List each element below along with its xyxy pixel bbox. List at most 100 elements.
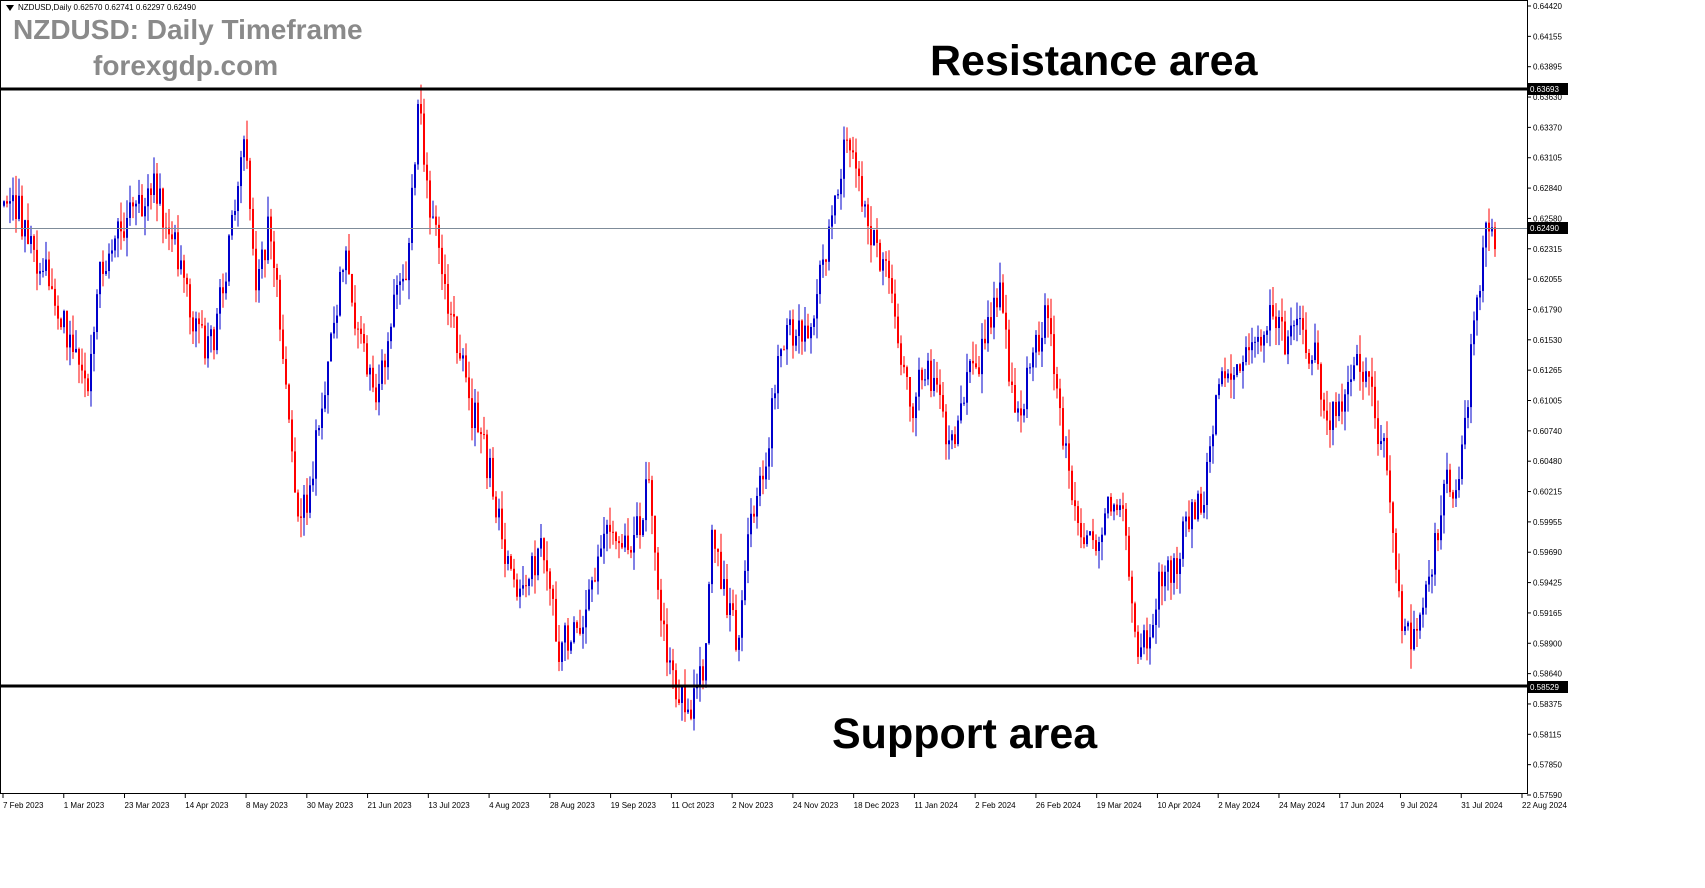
candle-body xyxy=(375,387,377,403)
candle-body xyxy=(513,568,515,580)
candle-body xyxy=(1260,336,1262,346)
candle-body xyxy=(342,270,344,272)
candle-body xyxy=(978,367,980,375)
candle-body xyxy=(822,259,824,265)
candle-body xyxy=(42,270,44,272)
candle-body xyxy=(1083,537,1085,545)
candle-body xyxy=(231,214,233,236)
candle-body xyxy=(1308,352,1310,364)
candle-body xyxy=(747,534,749,571)
candle-body xyxy=(177,232,179,270)
chart-subtitle: forexgdp.com xyxy=(93,50,279,81)
candle-body xyxy=(1140,647,1142,657)
candle-body xyxy=(750,513,752,535)
candle-body xyxy=(1257,336,1259,342)
candle-body xyxy=(1080,523,1082,538)
candle-body xyxy=(948,440,950,445)
candle-body xyxy=(864,204,866,207)
candle-body xyxy=(219,287,221,314)
candle-body xyxy=(45,259,47,271)
price-axis: 0.64420 0.64155 0.63895 0.63630 0.63370 0.631… xyxy=(1527,2,1562,800)
candle-body xyxy=(567,625,569,651)
candle-body xyxy=(1221,371,1223,385)
candle-body xyxy=(390,326,392,342)
candle-body xyxy=(1101,534,1103,543)
candle-body xyxy=(1323,399,1325,411)
candle-body xyxy=(1461,444,1463,480)
candle-body xyxy=(666,624,668,663)
candle-body xyxy=(792,319,794,346)
candle-body xyxy=(120,221,122,232)
candle-body xyxy=(873,229,875,246)
candle-body xyxy=(942,395,944,412)
candle-body xyxy=(816,294,818,319)
candle-body xyxy=(282,329,284,359)
candle-body xyxy=(1290,325,1292,337)
candle-body xyxy=(627,535,629,550)
candle-body xyxy=(141,194,143,217)
candle-body xyxy=(1122,505,1124,509)
candle-body xyxy=(615,532,617,542)
candle-body xyxy=(777,356,779,394)
candle-body xyxy=(780,349,782,357)
candle-body xyxy=(1380,441,1382,445)
candle-body xyxy=(1464,417,1466,445)
time-axis: 7 Feb 2023 1 Mar 2023 23 Mar 2023 14 Apr 20… xyxy=(2,794,1567,810)
support-annotation: Support area xyxy=(832,710,1098,758)
candle-body xyxy=(27,220,29,244)
symbol-dropdown-icon[interactable] xyxy=(6,5,14,11)
candle-body xyxy=(996,297,998,308)
time-tick-label: 24 May 2024 xyxy=(1279,801,1326,810)
time-tick-label: 21 Jun 2023 xyxy=(368,801,413,810)
candle-body xyxy=(318,427,320,431)
candle-body xyxy=(267,216,269,261)
candle-body xyxy=(1131,576,1133,604)
candle-body xyxy=(1014,384,1016,413)
candle-body xyxy=(30,236,32,244)
candle-body xyxy=(804,325,806,342)
candle-body xyxy=(1470,344,1472,408)
candle-body xyxy=(1329,420,1331,430)
candle-body xyxy=(612,531,614,533)
candle-body xyxy=(828,226,830,262)
candle-body xyxy=(87,378,89,392)
candle-body xyxy=(690,709,692,719)
time-tick-label: 2 Nov 2023 xyxy=(732,801,773,810)
candle-body xyxy=(108,253,110,272)
candle-body xyxy=(744,570,746,601)
candle-body xyxy=(1191,502,1193,530)
candle-body xyxy=(501,508,503,540)
price-tick-label: 0.59165 xyxy=(1533,609,1562,618)
candle-body xyxy=(1017,408,1019,413)
time-tick-label: 24 Nov 2023 xyxy=(793,801,839,810)
candle-body xyxy=(1404,626,1406,631)
time-tick-label: 11 Oct 2023 xyxy=(671,801,715,810)
candle-body xyxy=(1482,247,1484,291)
candle-body xyxy=(1086,535,1088,545)
time-tick-label: 23 Mar 2023 xyxy=(125,801,170,810)
candle-body xyxy=(1215,395,1217,435)
candle-body xyxy=(855,152,857,169)
candle-body xyxy=(99,261,101,295)
candle-body xyxy=(519,588,521,597)
candle-body xyxy=(117,221,119,239)
candle-body xyxy=(555,598,557,642)
candle-body xyxy=(465,355,467,378)
candle-body xyxy=(1008,329,1010,382)
candle-body xyxy=(768,448,770,467)
candle-body xyxy=(531,556,533,580)
candle-body xyxy=(561,642,563,662)
candle-body xyxy=(1350,379,1352,382)
candle-body xyxy=(693,688,695,719)
candle-body xyxy=(1386,437,1388,471)
candle-body xyxy=(975,363,977,368)
candle-body xyxy=(210,329,212,337)
candle-body xyxy=(660,589,662,621)
candle-body xyxy=(699,666,701,688)
candle-body xyxy=(846,139,848,141)
candle-body xyxy=(1347,381,1349,395)
price-tick-label: 0.58900 xyxy=(1533,639,1562,648)
candle-body xyxy=(1245,347,1247,363)
candle-body xyxy=(726,579,728,615)
candle-body xyxy=(1026,367,1028,410)
